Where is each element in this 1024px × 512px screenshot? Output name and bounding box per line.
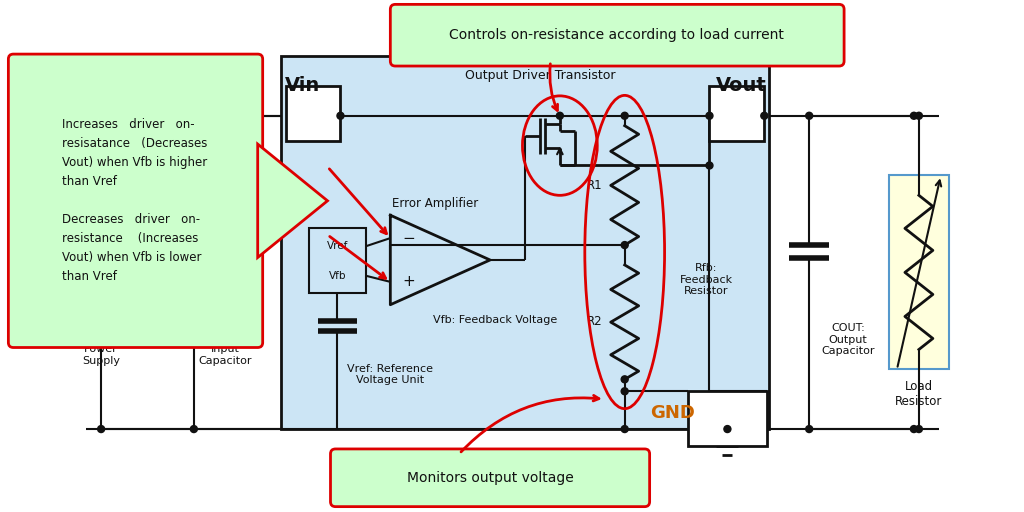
Text: Vin: Vin (285, 76, 321, 95)
Circle shape (97, 425, 104, 433)
Circle shape (910, 425, 918, 433)
Bar (286, 86, 340, 141)
Circle shape (706, 112, 713, 119)
Circle shape (761, 112, 768, 119)
Text: +: + (401, 274, 415, 289)
FancyBboxPatch shape (390, 5, 844, 66)
Text: CIN:
Input
Capacitor: CIN: Input Capacitor (199, 333, 252, 366)
Text: Input
Power
Supply: Input Power Supply (82, 333, 120, 366)
Text: Monitors output voltage: Monitors output voltage (407, 471, 573, 485)
Text: Output Driver Transistor: Output Driver Transistor (465, 70, 615, 82)
Text: Vfb: Vfb (329, 271, 346, 281)
Bar (687, 391, 767, 446)
Bar (889, 176, 949, 369)
Circle shape (622, 112, 628, 119)
Text: Rfb:
Feedback
Resistor: Rfb: Feedback Resistor (680, 263, 732, 296)
Text: Vout: Vout (716, 76, 767, 95)
Text: Vref: Reference
Voltage Unit: Vref: Reference Voltage Unit (347, 364, 433, 385)
Polygon shape (258, 144, 328, 258)
Circle shape (556, 112, 563, 119)
Text: Load
Resistor: Load Resistor (895, 380, 942, 408)
Text: COUT:
Output
Capacitor: COUT: Output Capacitor (821, 323, 874, 356)
Circle shape (622, 388, 628, 395)
Circle shape (806, 425, 813, 433)
Text: Error Amplifier: Error Amplifier (392, 197, 478, 210)
Circle shape (190, 425, 198, 433)
Circle shape (190, 112, 198, 119)
Text: Vref: Vref (327, 241, 348, 251)
Text: −: − (401, 230, 415, 246)
Circle shape (622, 376, 628, 383)
Circle shape (337, 112, 344, 119)
Circle shape (97, 112, 104, 119)
Text: GND: GND (650, 404, 695, 422)
Text: R2: R2 (587, 315, 603, 328)
FancyBboxPatch shape (331, 449, 649, 507)
Circle shape (915, 112, 923, 119)
Circle shape (724, 425, 731, 433)
Circle shape (806, 112, 813, 119)
Text: Vfb: Feedback Voltage: Vfb: Feedback Voltage (433, 315, 557, 325)
FancyBboxPatch shape (8, 54, 263, 348)
Circle shape (910, 112, 918, 119)
Circle shape (706, 162, 713, 169)
Circle shape (915, 425, 923, 433)
Text: Controls on-resistance according to load current: Controls on-resistance according to load… (450, 28, 784, 42)
Circle shape (622, 425, 628, 433)
Bar (308, 228, 367, 293)
Bar (710, 86, 764, 141)
Text: Increases   driver   on-
resisatance   (Decreases
Vout) when Vfb is higher
than : Increases driver on- resisatance (Decrea… (62, 118, 208, 283)
Text: R1: R1 (587, 179, 603, 192)
Bar (281, 56, 769, 429)
Circle shape (622, 242, 628, 248)
